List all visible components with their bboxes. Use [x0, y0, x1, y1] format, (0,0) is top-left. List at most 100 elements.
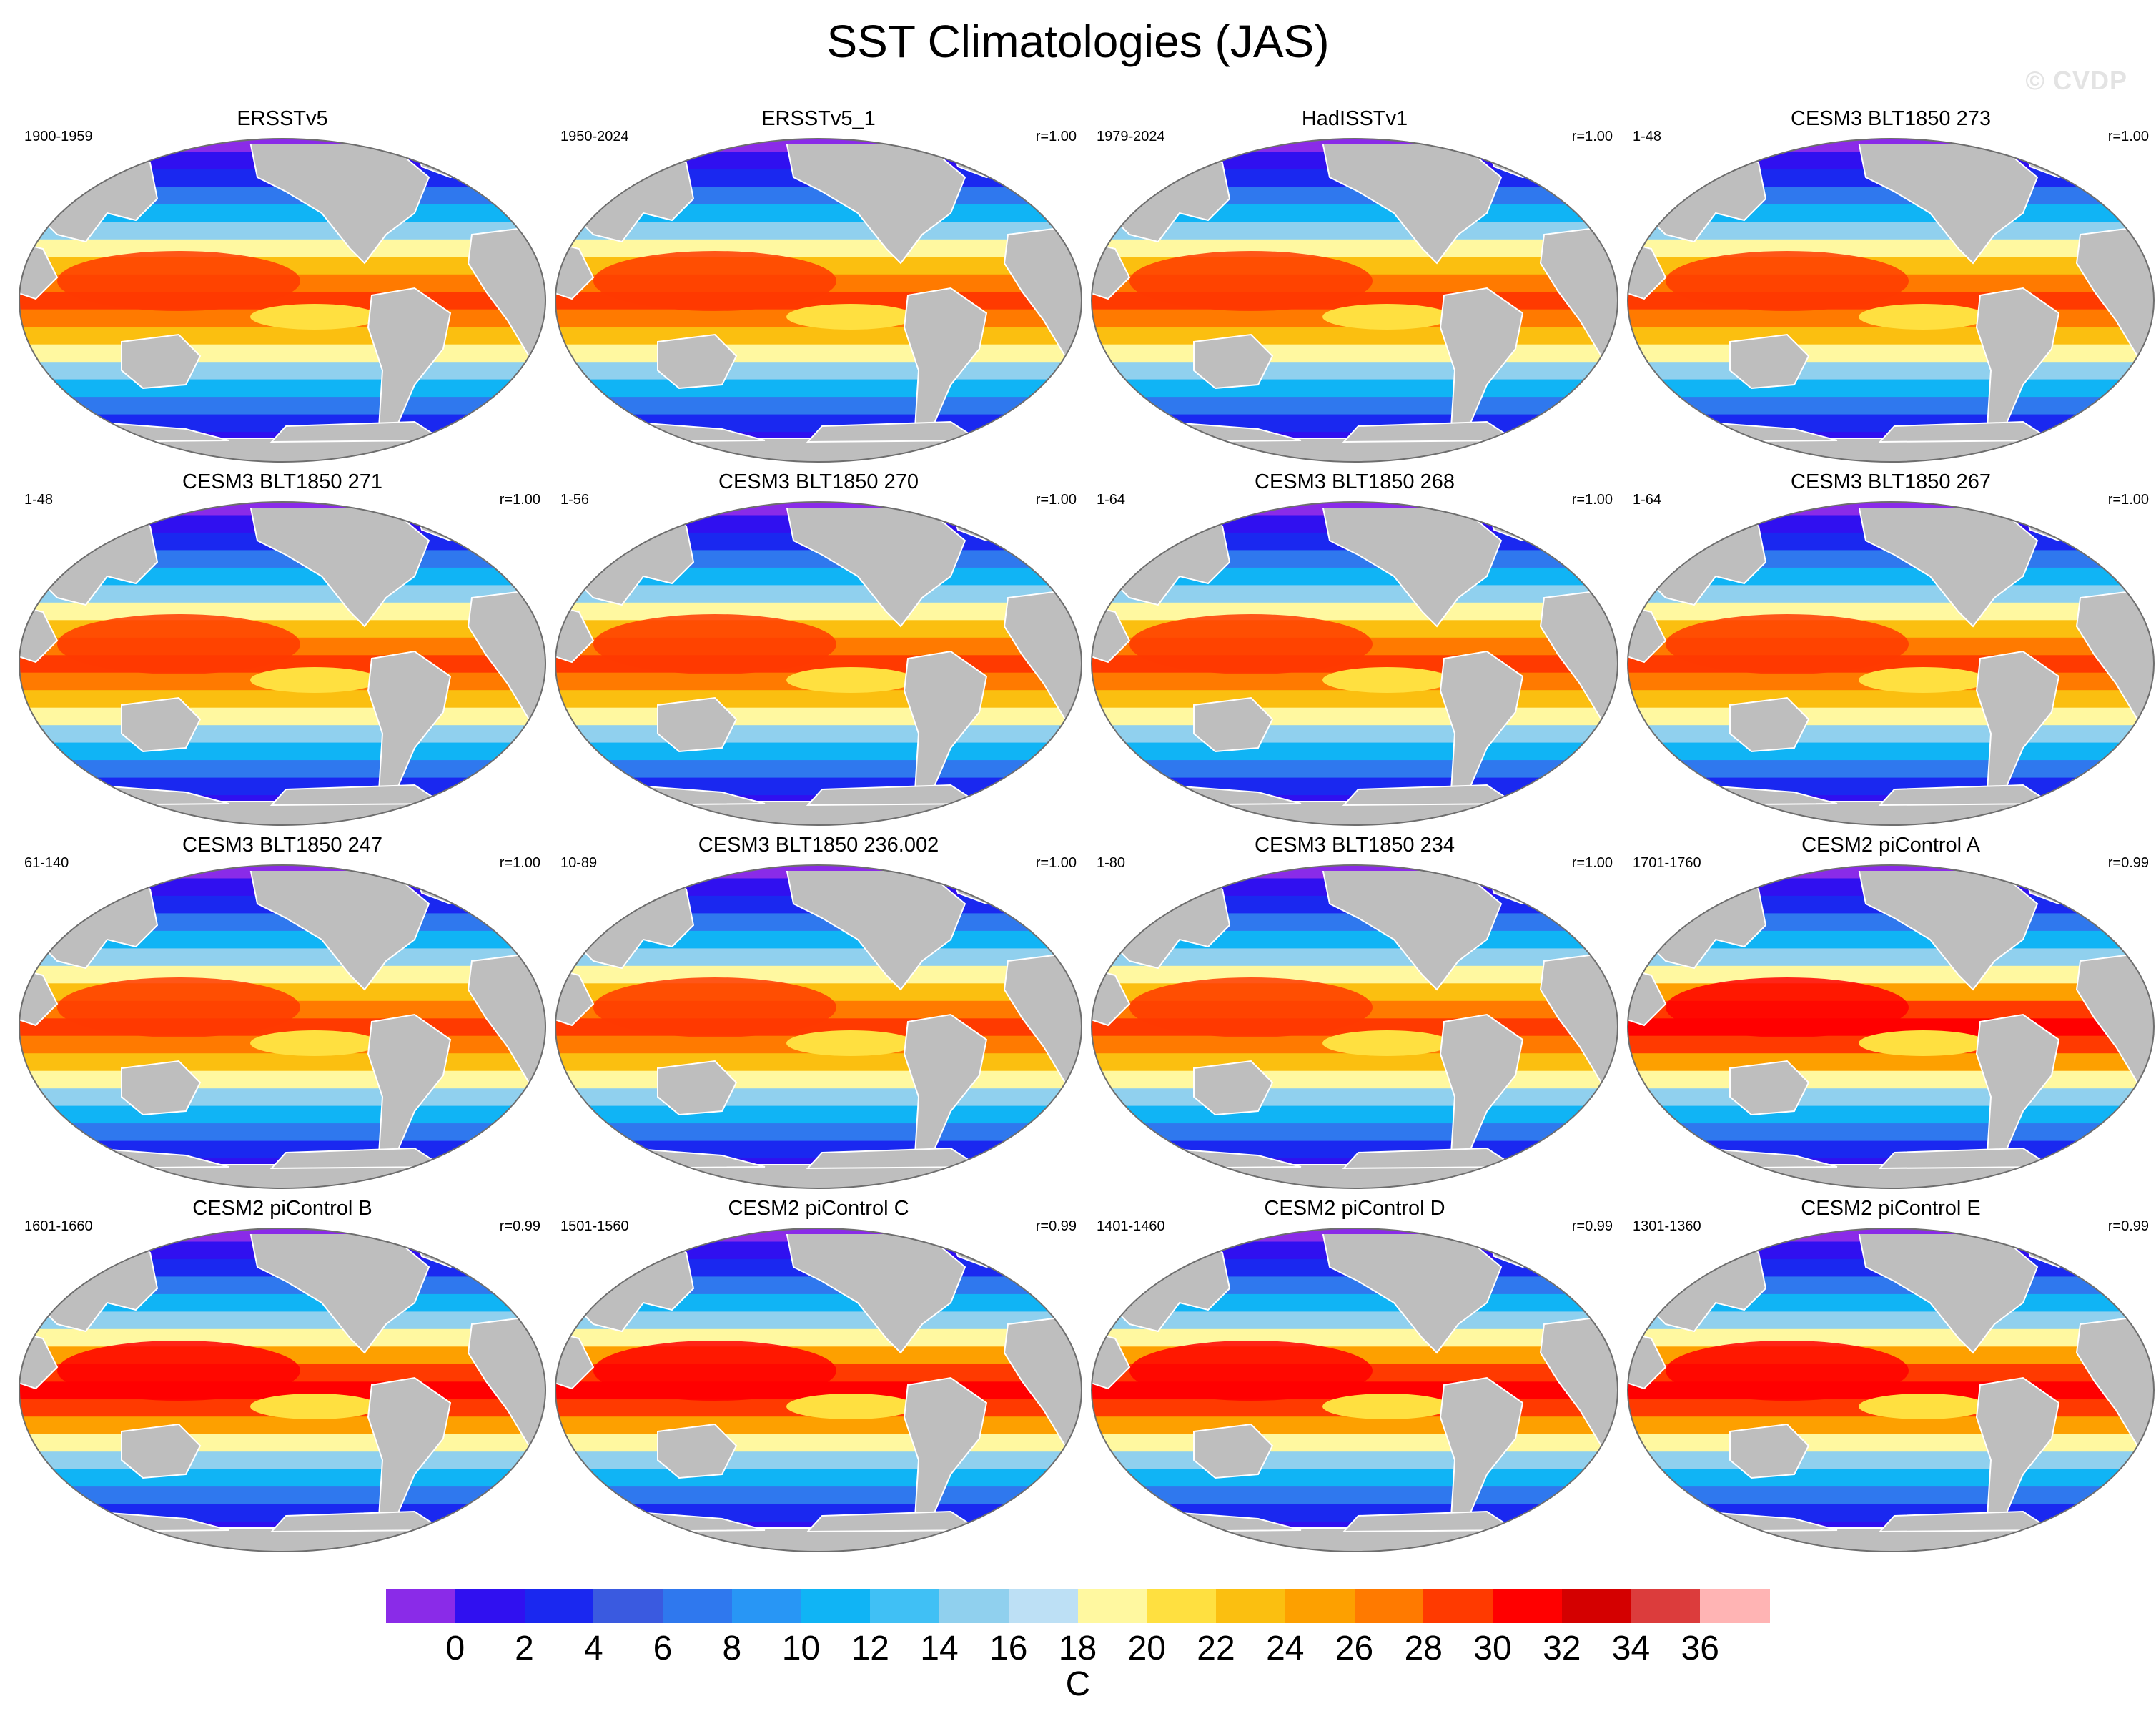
sst-band — [1628, 742, 2154, 761]
land-mass — [1857, 1231, 2039, 1354]
sst-band — [555, 1105, 1082, 1125]
sst-band — [1092, 1053, 1618, 1072]
sst-band — [1092, 760, 1618, 779]
sst-band — [1092, 690, 1618, 709]
map-panel: CESM3 BLT1850 271 1-48 r=1.00 — [14, 469, 550, 834]
panel-correlation: r=1.00 — [1571, 855, 1613, 871]
colorbar-swatch — [939, 1589, 1009, 1623]
land-mass — [1628, 801, 2154, 825]
sst-band — [555, 1088, 1082, 1107]
sst-map — [1627, 1228, 2155, 1552]
sst-band — [555, 1328, 1082, 1348]
colorbar-swatch — [663, 1589, 733, 1623]
sst-band — [19, 965, 545, 985]
warm-pool — [1666, 251, 1909, 311]
panel-title: CESM3 BLT1850 273 — [1791, 107, 1991, 130]
sst-band — [555, 1469, 1082, 1488]
map-outline — [555, 138, 1082, 463]
sst-band — [555, 1070, 1082, 1090]
panel-title: ERSSTv5 — [237, 107, 328, 130]
colorbar — [386, 1589, 1770, 1623]
sst-band — [555, 690, 1082, 709]
sst-map — [555, 138, 1082, 463]
sst-band — [1628, 602, 2154, 621]
arctic-ocean — [651, 139, 951, 144]
panel-years: 1301-1360 — [1633, 1218, 1701, 1234]
panel-title: CESM3 BLT1850 236.002 — [698, 834, 939, 857]
sst-band — [1628, 1140, 2154, 1160]
cold-tongue — [1322, 1030, 1451, 1056]
sst-band — [555, 1123, 1082, 1142]
map-panel: ERSSTv5 1900-1959 — [14, 106, 550, 470]
land-mass — [1975, 1376, 2060, 1526]
colorbar-tick-label: 2 — [515, 1629, 534, 1667]
sst-band — [1092, 1328, 1618, 1348]
panel-years: 1-64 — [1633, 492, 1662, 508]
sst-band — [1092, 1486, 1618, 1505]
sst-band — [1628, 1416, 2154, 1435]
sst-band — [19, 585, 545, 603]
sst-band — [19, 1088, 545, 1107]
sst-map — [1627, 864, 2155, 1189]
sst-band — [1628, 222, 2154, 240]
sst-band — [19, 1486, 545, 1505]
colorbar-tick-label: 26 — [1335, 1629, 1374, 1667]
sst-band — [1628, 965, 2154, 985]
panel-years: 1701-1760 — [1633, 855, 1701, 871]
map-outline — [1091, 1228, 1618, 1552]
sst-band — [19, 1451, 545, 1470]
sst-band — [1628, 1053, 2154, 1072]
cold-tongue — [1859, 304, 1987, 330]
sst-band — [1092, 585, 1618, 603]
arctic-ocean — [1723, 1228, 2023, 1234]
map-panel: HadISSTv1 1979-2024 r=1.00 — [1087, 106, 1623, 470]
colorbar-swatch — [801, 1589, 871, 1623]
cold-tongue — [786, 667, 915, 693]
sst-band — [1628, 1328, 2154, 1348]
land-mass — [903, 1376, 988, 1526]
cold-tongue — [1859, 1030, 1987, 1056]
arctic-ocean — [114, 502, 415, 508]
land-mass — [903, 1013, 988, 1163]
colorbar-tick-label: 16 — [989, 1629, 1028, 1667]
warm-pool — [57, 1341, 300, 1401]
map-outline — [555, 501, 1082, 826]
sst-band — [555, 222, 1082, 240]
sst-band — [1092, 1088, 1618, 1107]
sst-band — [1628, 327, 2154, 345]
cvdp-watermark: © CVDP — [2025, 66, 2127, 95]
cold-tongue — [786, 1030, 915, 1056]
sst-band — [1092, 1070, 1618, 1090]
map-outline — [19, 138, 546, 463]
land-mass — [1193, 333, 1274, 390]
land-mass — [657, 333, 738, 390]
sst-band — [555, 1053, 1082, 1072]
colorbar-tick-label: 30 — [1473, 1629, 1512, 1667]
panel-title: ERSSTv5_1 — [761, 107, 876, 130]
colorbar-tick-label: 24 — [1266, 1629, 1305, 1667]
warm-pool — [1129, 1341, 1373, 1401]
cold-tongue — [786, 1394, 915, 1419]
map-outline — [555, 1228, 1082, 1552]
sst-band — [19, 1469, 545, 1488]
panel-correlation: r=0.99 — [1035, 1218, 1077, 1234]
warm-pool — [1129, 251, 1373, 311]
map-panel: CESM2 piControl A 1701-1760 r=0.99 — [1623, 832, 2156, 1197]
sst-band — [19, 1123, 545, 1142]
panel-title: CESM3 BLT1850 271 — [182, 470, 382, 493]
colorbar-tick-label: 34 — [1611, 1629, 1651, 1667]
colorbar-units: C — [1065, 1665, 1091, 1703]
sst-band — [1092, 239, 1618, 258]
warm-pool — [1666, 614, 1909, 674]
colorbar-swatch — [1354, 1589, 1424, 1623]
map-outline — [19, 501, 546, 826]
panel-correlation: r=1.00 — [1571, 129, 1613, 144]
sst-band — [555, 1451, 1082, 1470]
sst-band — [1628, 1311, 2154, 1330]
arctic-ocean — [1723, 502, 2023, 508]
colorbar-tick-label: 6 — [653, 1629, 673, 1667]
colorbar-swatch — [1493, 1589, 1563, 1623]
colorbar-swatch — [455, 1589, 525, 1623]
colorbar-tick-label: 10 — [781, 1629, 821, 1667]
land-mass — [367, 650, 452, 799]
